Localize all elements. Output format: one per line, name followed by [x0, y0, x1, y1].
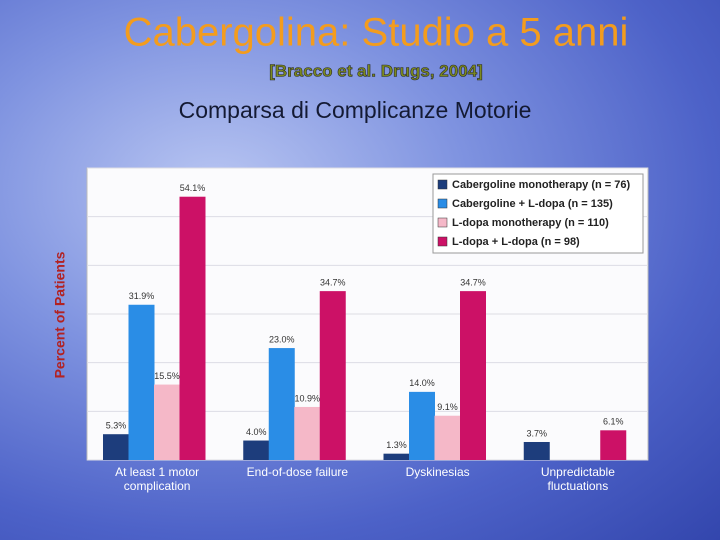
- legend-swatch: [437, 236, 448, 247]
- bar: [179, 196, 206, 461]
- chart-title: Comparsa di Complicanze Motorie: [179, 97, 532, 123]
- value-label: 9.1%: [437, 402, 458, 412]
- bar: [243, 440, 270, 460]
- legend-label: Cabergoline + L-dopa (n = 135): [452, 198, 613, 210]
- value-label: 1.3%: [386, 440, 407, 450]
- x-tick-label: Unpredictable fluctuations: [540, 465, 615, 493]
- legend-label: L-dopa monotherapy (n = 110): [452, 217, 609, 229]
- legend-swatch: [437, 179, 448, 190]
- value-label: 31.9%: [129, 291, 155, 301]
- bar: [154, 384, 180, 460]
- slide-title: Cabergolina: Studio a 5 anni: [124, 11, 629, 55]
- x-tick-label: End-of-dose failure: [246, 465, 349, 479]
- value-label: 54.1%: [180, 183, 206, 193]
- value-label: 6.1%: [603, 417, 624, 427]
- bar: [409, 391, 435, 460]
- legend-swatch: [437, 217, 448, 228]
- bar: [600, 430, 627, 460]
- value-label: 5.3%: [106, 421, 127, 431]
- value-label: 3.7%: [526, 428, 547, 438]
- y-axis-label: Percent of Patients: [52, 251, 68, 378]
- legend-box: [432, 173, 644, 254]
- legend-swatch: [437, 198, 448, 209]
- bar: [460, 291, 486, 460]
- x-tick-label: At least 1 motor complication: [115, 465, 200, 493]
- value-label: 14.0%: [409, 378, 435, 388]
- bar: [434, 415, 461, 460]
- value-label: 10.9%: [294, 393, 320, 403]
- bar: [294, 406, 321, 460]
- bar: [383, 453, 410, 460]
- legend-label: L-dopa + L-dopa (n = 98): [452, 236, 580, 248]
- legend-label: Cabergoline monotherapy (n = 76): [452, 179, 631, 191]
- value-label: 15.5%: [154, 371, 180, 381]
- bar: [319, 291, 346, 460]
- value-label: 23.0%: [269, 334, 295, 344]
- citation: [Bracco et al. Drugs, 2004]: [269, 61, 483, 80]
- bar: [523, 441, 550, 460]
- x-tick-label: Dyskinesias: [405, 465, 470, 479]
- bar: [103, 434, 129, 460]
- bar: [128, 304, 155, 460]
- value-label: 34.7%: [460, 278, 486, 288]
- value-label: 4.0%: [246, 427, 267, 437]
- bar: [268, 348, 295, 460]
- value-label: 34.7%: [320, 278, 346, 288]
